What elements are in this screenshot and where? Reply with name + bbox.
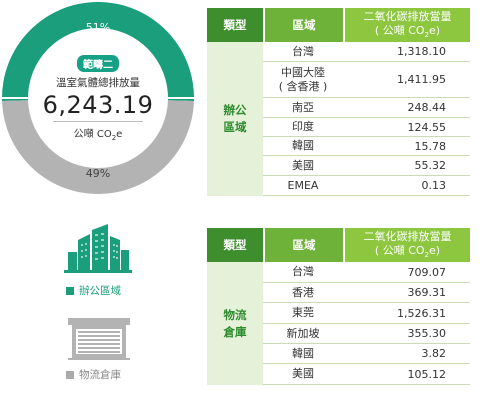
header-type: 類型 <box>207 228 263 262</box>
table-row: 新加坡 355.30 <box>263 324 470 344</box>
table-row: 韓國 15.78 <box>263 137 470 156</box>
value-cell: 124.55 <box>407 120 447 134</box>
table-row: 台灣 1,318.10 <box>263 42 470 62</box>
warehouse-rows: 台灣 709.07 香港 369.31 東莞 1,526.31 新加坡 355.30 韓國 3.8… <box>263 262 470 385</box>
table-row: 香港 369.31 <box>263 283 470 303</box>
center-divider <box>53 121 143 122</box>
table-row: 中國大陸 ( 含香港 ) 1,411.95 <box>263 62 470 98</box>
donut-slice-office <box>2 2 195 102</box>
region-cell: 中國大陸 ( 含香港 ) <box>278 65 328 93</box>
table-body: 物流 倉庫 台灣 709.07 香港 369.31 東莞 1,526.31 新加坡 355.3… <box>207 262 470 385</box>
region-cell: 台灣 <box>292 265 314 279</box>
legend-office: 辦公區域 <box>66 283 121 298</box>
table-row: 東莞 1,526.31 <box>263 303 470 324</box>
value-cell: 1,318.10 <box>397 45 446 58</box>
region-cell: 韓國 <box>292 346 314 360</box>
scope-badge: 範疇二 <box>77 55 119 72</box>
legend-warehouse-label: 物流倉庫 <box>79 369 121 381</box>
table-body: 辦公 區域 台灣 1,318.10 中國大陸 ( 含香港 ) 1,411.95 南亞 24… <box>207 42 470 196</box>
region-cell: 東莞 <box>292 306 314 320</box>
total-title: 溫室氣體總排放量 <box>56 77 140 89</box>
office-rows: 台灣 1,318.10 中國大陸 ( 含香港 ) 1,411.95 南亞 248.44 印度… <box>263 42 470 196</box>
region-cell: 韓國 <box>292 139 314 153</box>
legend-office-swatch <box>66 286 74 295</box>
table-row: 韓國 3.82 <box>263 344 470 364</box>
value-cell: 1,411.95 <box>397 73 446 86</box>
type-cell-office: 辦公 區域 <box>207 42 263 196</box>
emissions-donut-chart: 51% 49% 範疇二 溫室氣體總排放量 6,243.19 公噸 CO2e <box>0 0 196 196</box>
legend-office-label: 辦公區域 <box>79 285 121 297</box>
table-row: 印度 124.55 <box>263 118 470 137</box>
type-cell-warehouse: 物流 倉庫 <box>207 262 263 385</box>
value-cell: 3.82 <box>421 347 447 360</box>
value-cell: 248.44 <box>407 101 447 114</box>
table-row: EMEA 0.13 <box>263 176 470 196</box>
table-row: 台灣 709.07 <box>263 262 470 283</box>
warehouse-icon <box>68 318 130 360</box>
table-header: 類型 區域 二氧化碳排放當量( 公噸 CO2e) <box>207 228 470 262</box>
region-cell: 香港 <box>292 285 314 299</box>
office-emissions-table: 類型 區域 二氧化碳排放當量( 公噸 CO2e) 辦公 區域 台灣 1,318.1… <box>207 8 470 196</box>
office-building-icon <box>64 224 132 273</box>
value-cell: 355.30 <box>407 327 447 340</box>
legend-warehouse-swatch <box>66 370 74 379</box>
warehouse-emissions-table: 類型 區域 二氧化碳排放當量( 公噸 CO2e) 物流 倉庫 台灣 709.07 香… <box>207 228 470 385</box>
region-cell: EMEA <box>287 178 319 192</box>
value-cell: 369.31 <box>407 286 447 299</box>
value-cell: 1,526.31 <box>397 306 446 320</box>
region-cell: 南亞 <box>292 100 314 114</box>
value-cell: 105.12 <box>407 367 447 381</box>
value-cell: 55.32 <box>414 159 447 172</box>
donut-slice-warehouse <box>2 100 194 195</box>
header-co2: 二氧化碳排放當量( 公噸 CO2e) <box>345 228 470 262</box>
header-region: 區域 <box>265 228 343 262</box>
office-percent-label: 51% <box>85 21 111 34</box>
header-type: 類型 <box>207 8 263 42</box>
warehouse-percent-label: 49% <box>85 167 111 180</box>
region-cell: 印度 <box>292 120 314 134</box>
region-cell: 台灣 <box>292 44 314 58</box>
donut-svg <box>1 2 195 195</box>
table-row: 南亞 248.44 <box>263 98 470 118</box>
table-header: 類型 區域 二氧化碳排放當量( 公噸 CO2e) <box>207 8 470 42</box>
header-co2: 二氧化碳排放當量( 公噸 CO2e) <box>345 8 470 42</box>
donut-center: 範疇二 溫室氣體總排放量 6,243.19 公噸 CO2e <box>38 53 158 142</box>
region-cell: 美國 <box>292 367 314 381</box>
total-value: 6,243.19 <box>42 91 154 119</box>
value-cell: 0.13 <box>421 179 447 192</box>
value-cell: 15.78 <box>414 139 447 153</box>
region-cell: 新加坡 <box>286 326 320 340</box>
table-row: 美國 105.12 <box>263 364 470 385</box>
region-cell: 美國 <box>292 158 314 172</box>
value-cell: 709.07 <box>407 265 447 279</box>
total-unit: 公噸 CO2e <box>73 129 123 142</box>
legend-warehouse: 物流倉庫 <box>66 367 121 382</box>
header-region: 區域 <box>265 8 343 42</box>
table-row: 美國 55.32 <box>263 156 470 176</box>
